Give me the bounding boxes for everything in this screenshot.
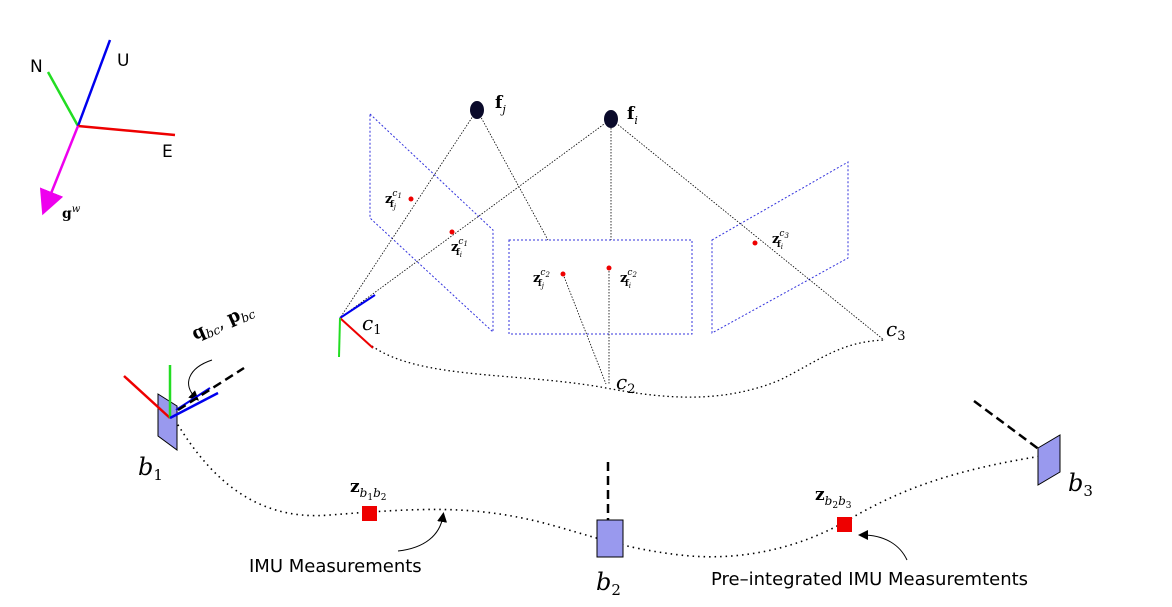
b1-axis-blue (169, 391, 219, 420)
obs-dot-fi-c2 (606, 265, 612, 271)
north-label: N (30, 57, 43, 77)
gravity-label: gw (62, 204, 81, 222)
feature-fi (604, 110, 618, 128)
obs-dot-fj-c2 (560, 271, 566, 277)
camera-c1-label: c1 (362, 311, 381, 338)
obs-label-fi-c3: zc3 fi (772, 229, 789, 251)
imu-measurements-arrow (397, 512, 447, 552)
c1-axis-red (339, 317, 374, 349)
b3-optical-axis (973, 399, 1041, 452)
obs-dot-fi-c3 (752, 240, 758, 246)
body-b3 (973, 399, 1061, 486)
up-axis (76, 39, 112, 127)
extrinsics-label: qbc, pbc (188, 299, 257, 347)
image-plane-c2 (508, 239, 693, 335)
c1-axis-blue (339, 294, 376, 319)
imu-measurements-label: IMU Measurements (249, 556, 422, 577)
ray-fj-c2 (476, 109, 549, 241)
b1-optical-axis (177, 366, 245, 412)
camera-c3-label: c3 (886, 317, 905, 344)
preint-label-b2b3: zb2b3 (815, 485, 852, 511)
camera-trajectory (371, 339, 885, 398)
east-axis (77, 124, 176, 137)
preint-label-b1b2: zb1b2 (350, 477, 387, 503)
body-b1-plate (157, 393, 178, 451)
obs-label-fi-c1: zc1 fi (451, 237, 468, 259)
extrinsics-arrow (188, 359, 213, 401)
body-b2-plate (596, 519, 624, 558)
b1-axis-red (123, 375, 171, 419)
world-frame: N U E gw (30, 39, 176, 222)
body-b3-plate (1037, 434, 1061, 486)
body-b1 (123, 365, 245, 451)
c1-axis-green (338, 317, 341, 358)
obs-label-fj-c2: zc2 fj (533, 268, 550, 290)
feature-fj-label: fj (495, 93, 506, 116)
feature-fj (470, 101, 484, 119)
gravity-arrow (39, 125, 80, 216)
image-plane-c1 (369, 112, 494, 334)
ray-fj-c1 (339, 109, 478, 319)
obs-dot-fj-c1 (408, 196, 414, 202)
camera-c2-label: c2 (616, 370, 635, 397)
projection-rays (339, 109, 885, 385)
ray-fi-c3 (610, 118, 885, 341)
body-b2 (596, 462, 624, 558)
ray-zfj-c2 (562, 273, 607, 385)
ray-fi-c1 (339, 118, 612, 319)
obs-label-fj-c1: zc1 fj (385, 189, 402, 211)
up-label: U (117, 51, 129, 71)
image-plane-c3 (711, 161, 849, 334)
obs-label-fi-c2: zc2 fi (620, 268, 637, 290)
body-b3-label: b3 (1068, 469, 1093, 500)
preintegrated-arrow (858, 530, 908, 561)
north-axis (46, 71, 80, 127)
camera-c1-frame (338, 294, 376, 358)
preint-box-b2b3 (837, 517, 852, 532)
preint-box-b1b2 (362, 506, 377, 521)
feature-fi-label: fi (627, 104, 638, 127)
obs-dot-fi-c1 (449, 229, 455, 235)
body-b2-label: b2 (596, 568, 621, 599)
body-b1-label: b1 (138, 453, 163, 484)
svg-text:qbc, pbc: qbc, pbc (188, 299, 257, 347)
preintegrated-label: Pre–integrated IMU Measuremtents (711, 569, 1028, 590)
east-label: E (162, 142, 173, 162)
